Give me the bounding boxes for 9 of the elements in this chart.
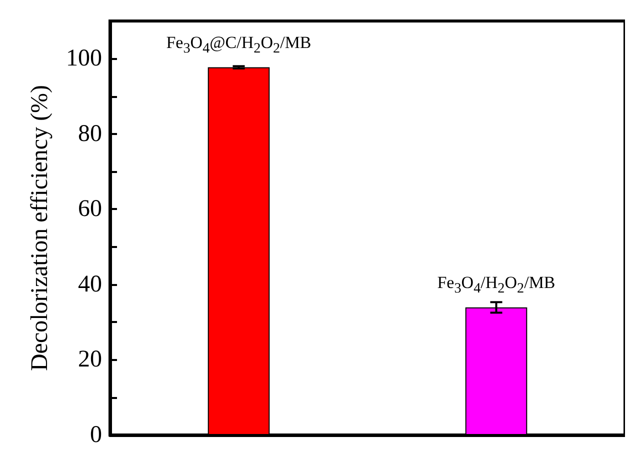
- y-tick-label: 0: [90, 422, 102, 448]
- y-tick-label: 20: [78, 346, 102, 373]
- y-axis-title: Decolorization efficiency (%): [27, 84, 53, 372]
- y-tick-label: 60: [78, 196, 102, 222]
- y-tick-label: 100: [66, 46, 102, 72]
- text: Fe$_{3}$O$_{4}$@C/H$_{2}$O$_{2}$/MB: [166, 34, 312, 57]
- y-tick-label: 80: [78, 120, 102, 147]
- text: Fe$_{3}$O$_{4}$/H$_{2}$O$_{2}$/MB: [437, 274, 556, 298]
- y-tick-label: 40: [78, 271, 102, 298]
